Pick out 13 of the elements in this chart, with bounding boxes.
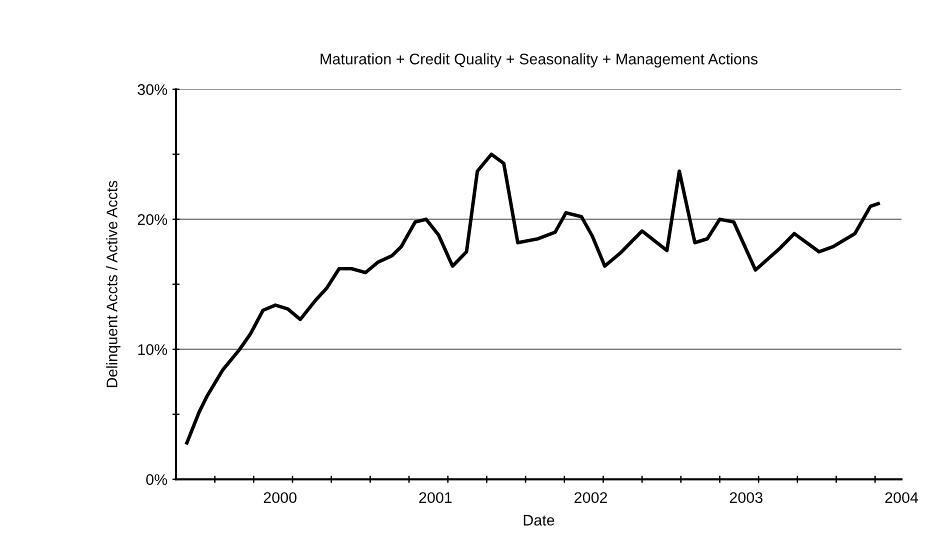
line-series	[185, 152, 880, 445]
x-tick-label: 2002	[574, 492, 608, 504]
y-tick-label: 0%	[146, 474, 168, 485]
y-tick-label: 30%	[138, 84, 168, 95]
y-tick-label: 20%	[138, 214, 168, 225]
x-tick-label: 2000	[264, 492, 296, 504]
x-tick-label: 2003	[730, 492, 762, 504]
y-axis-title: Delinquent Accts / Active Accts	[106, 180, 120, 388]
chart-title: Maturation + Credit Quality + Seasonality + Management Actions	[320, 53, 758, 68]
x-axis-title: Date	[524, 514, 554, 526]
x-tick-label: 2001	[419, 492, 452, 504]
y-tick-label: 10%	[138, 344, 168, 355]
x-tick-label: 2004	[885, 492, 918, 504]
